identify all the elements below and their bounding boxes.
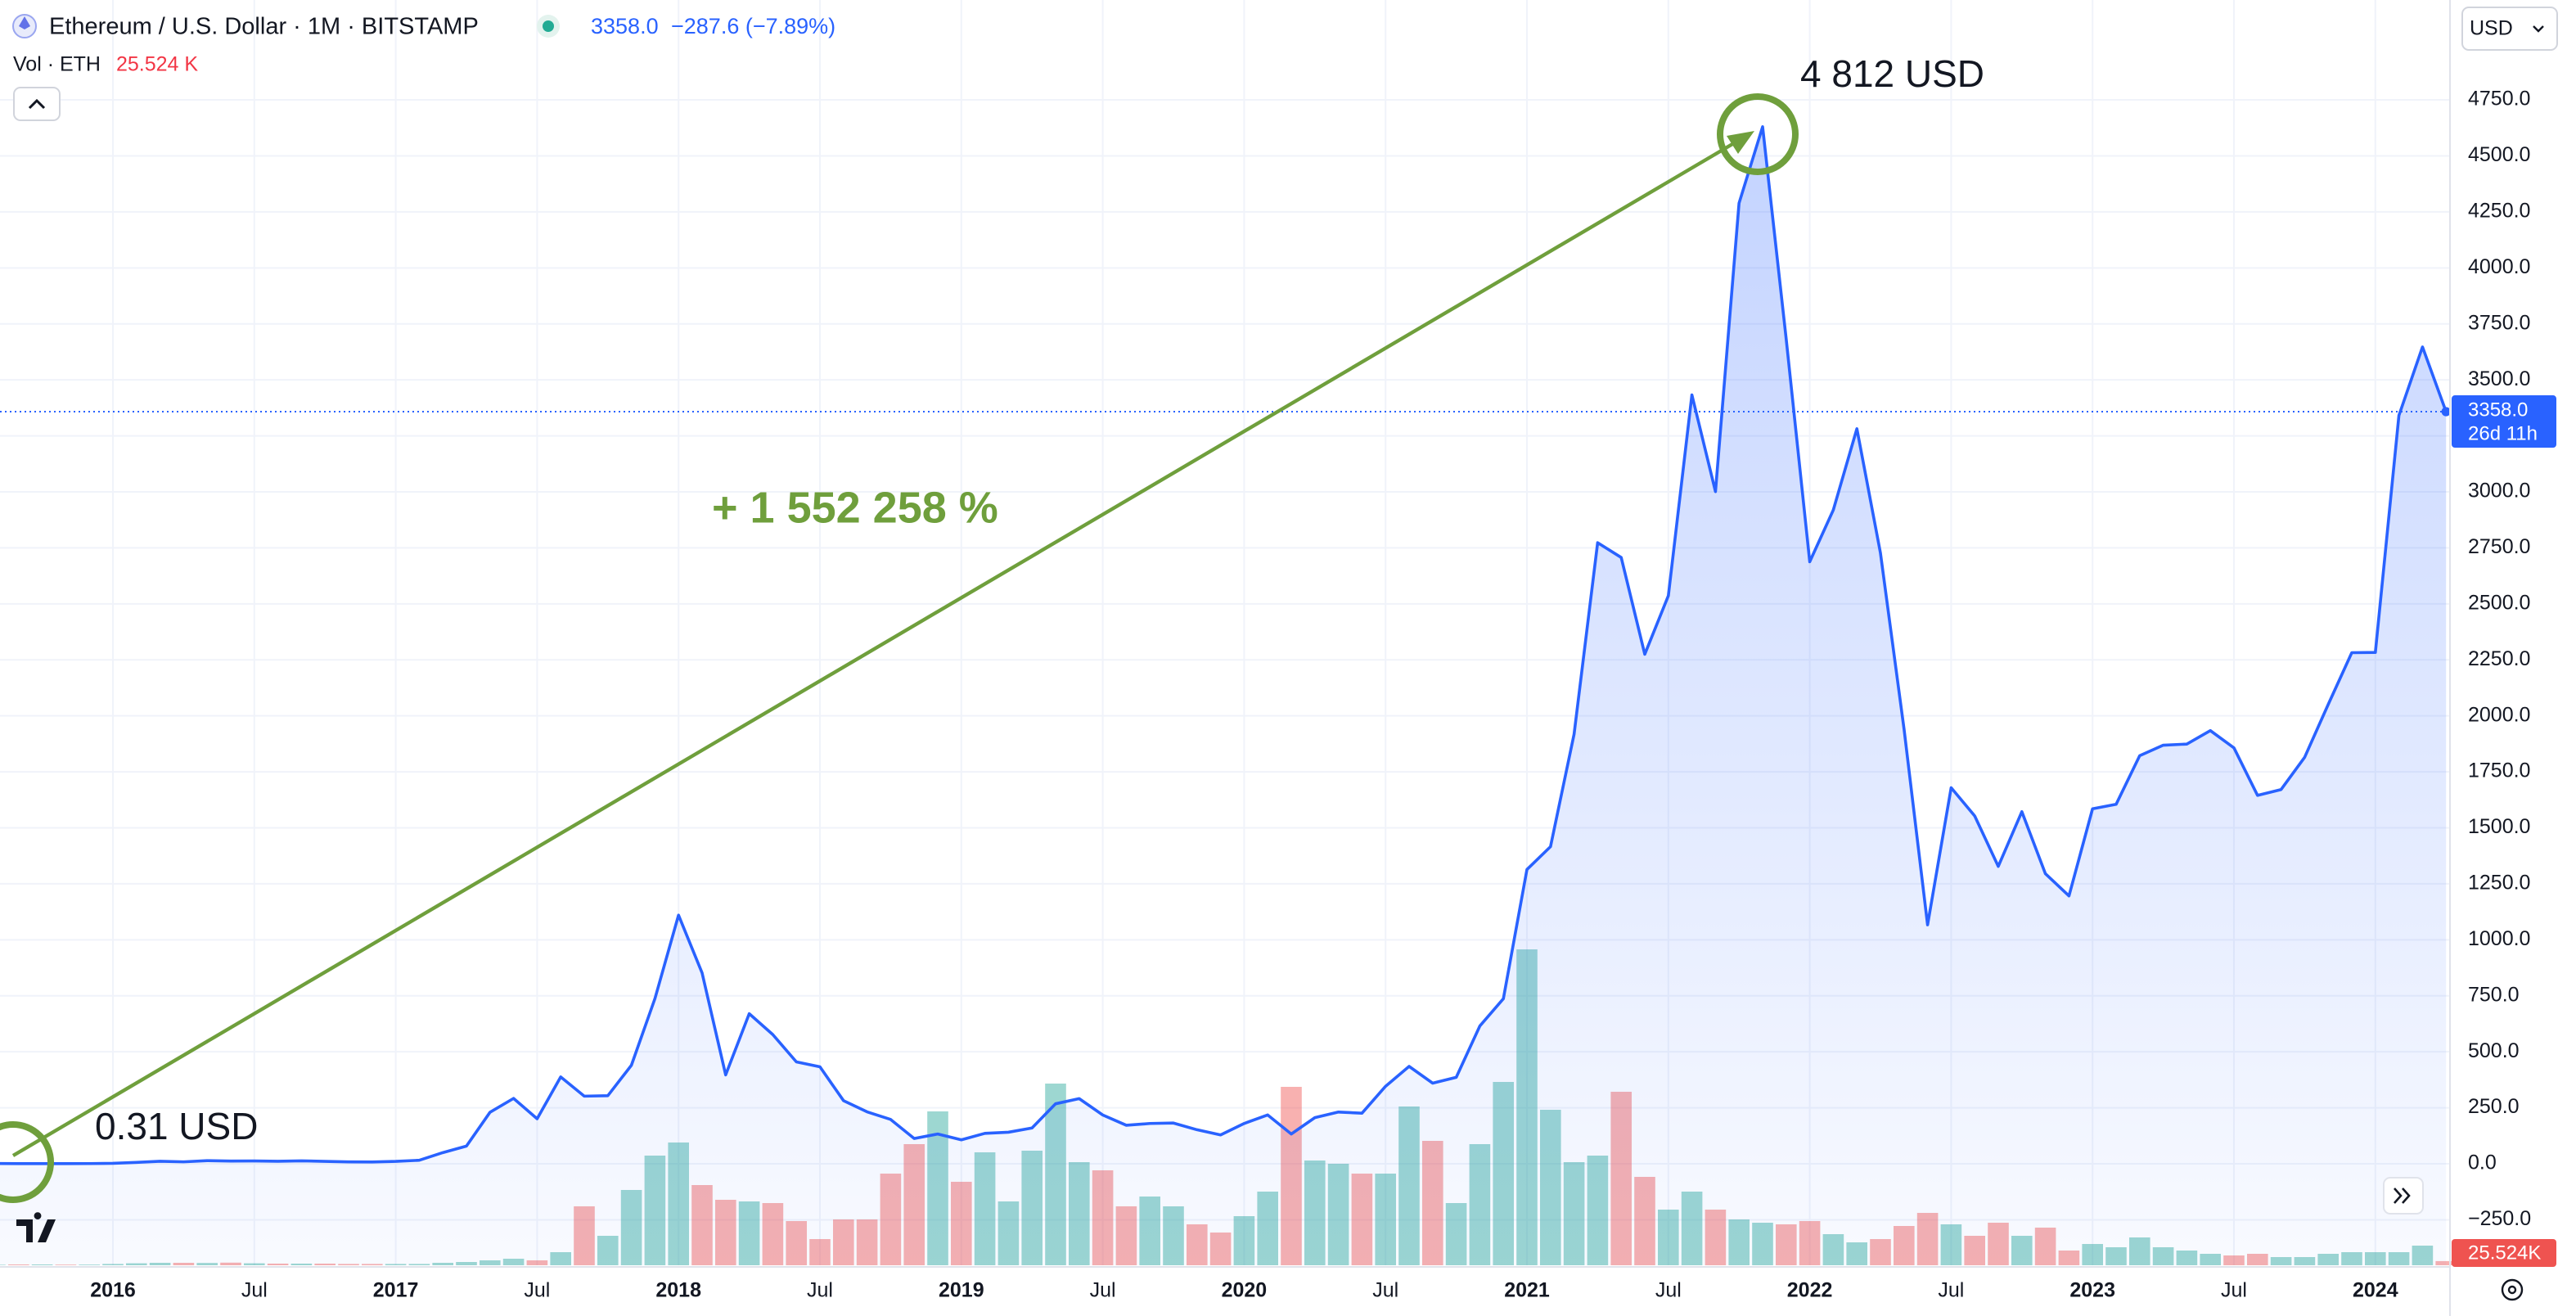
y-tick-label: 250.0 (2468, 1095, 2520, 1118)
y-tick-label: 4250.0 (2468, 200, 2530, 223)
y-tick-label: 1000.0 (2468, 927, 2530, 950)
x-tick-label: 2019 (939, 1279, 984, 1302)
y-tick-label: 2750.0 (2468, 535, 2530, 558)
y-tick-label: 1750.0 (2468, 759, 2530, 782)
area-fill (0, 126, 2447, 1265)
last-price: 3358.0 (591, 14, 659, 38)
x-tick-label: Jul (1655, 1279, 1682, 1302)
settings-icon-center (2507, 1285, 2517, 1295)
currency-box[interactable] (2461, 7, 2558, 51)
annotations: 4 812 USD 0.31 USD + 1 552 258 % (0, 52, 1984, 1203)
price-marker-countdown: 26d 11h (2468, 422, 2538, 444)
settings-icon[interactable] (2501, 1278, 2524, 1301)
last-price-dot (2441, 407, 2451, 417)
symbol-title: Ethereum / U.S. Dollar · 1M · BITSTAMP (49, 14, 479, 40)
high-circle (1717, 93, 1799, 175)
scroll-icon (2394, 1188, 2411, 1204)
low-annotation: 0.31 USD (95, 1105, 258, 1147)
x-tick-label: Jul (241, 1279, 268, 1302)
volume-legend: Vol · ETH (13, 53, 101, 76)
high-annotation: 4 812 USD (1800, 52, 1984, 95)
x-tick-label: 2016 (90, 1279, 136, 1302)
y-tick-label: 1250.0 (2468, 872, 2530, 895)
volume-marker (2452, 1239, 2556, 1267)
legend: Ethereum / U.S. Dollar · 1M · BITSTAMP 3… (12, 14, 835, 121)
x-tick-label: 2021 (1504, 1279, 1550, 1302)
y-tick-label: 3750.0 (2468, 311, 2530, 334)
currency-label: USD (2470, 17, 2513, 40)
x-tick-label: 2024 (2353, 1279, 2398, 1302)
currency-select[interactable]: USD (2461, 7, 2558, 51)
volume-last: 25.524 K (116, 53, 198, 76)
y-tick-label: 500.0 (2468, 1039, 2520, 1062)
price-marker (2452, 395, 2556, 448)
y-tick-label: 1500.0 (2468, 815, 2530, 838)
x-tick-label: 2017 (373, 1279, 419, 1302)
gain-annotation: + 1 552 258 % (712, 483, 998, 532)
x-tick-label: Jul (1938, 1279, 1964, 1302)
x-tick-label: Jul (524, 1279, 550, 1302)
y-tick-label: 4750.0 (2468, 88, 2530, 110)
market-status-dot (543, 20, 554, 32)
y-tick-label: 2500.0 (2468, 591, 2530, 614)
settings[interactable] (2501, 1278, 2524, 1301)
y-tick-label: 4500.0 (2468, 143, 2530, 166)
y-tick-label: 2250.0 (2468, 647, 2530, 670)
x-tick-label: 2022 (1787, 1279, 1833, 1302)
trend-arrow (11, 139, 1740, 1157)
logo-glyph (16, 1212, 56, 1242)
currency-caret (2533, 25, 2544, 33)
price-line (0, 125, 2448, 1165)
scroll-to-realtime[interactable] (2383, 1177, 2424, 1215)
y-tick-label: 4000.0 (2468, 255, 2530, 278)
price-change: −287.6 (−7.89%) (671, 14, 835, 38)
x-tick-label: Jul (1090, 1279, 1116, 1302)
price-pane (0, 125, 2451, 1265)
y-tick-label: 0.0 (2468, 1152, 2497, 1174)
x-tick-label: 2018 (655, 1279, 701, 1302)
collapse-button[interactable] (13, 87, 61, 121)
x-tick-label: 2023 (2069, 1279, 2115, 1302)
low-circle (0, 1121, 54, 1203)
x-tick-label: 2020 (1222, 1279, 1268, 1302)
x-tick-label: Jul (2221, 1279, 2247, 1302)
y-tick-label: −250.0 (2468, 1207, 2531, 1230)
collapse-icon (28, 98, 46, 110)
y-tick-label: 2000.0 (2468, 703, 2530, 726)
price-marker-label: 3358.0 (2468, 399, 2528, 421)
x-tick-label: Jul (807, 1279, 833, 1302)
y-tick-label: 3000.0 (2468, 480, 2530, 503)
y-tick-label: 3500.0 (2468, 367, 2530, 390)
y-tick-label: 750.0 (2468, 983, 2520, 1006)
scroll-button[interactable] (2383, 1177, 2424, 1215)
x-tick-label: Jul (1372, 1279, 1398, 1302)
trend-arrowhead (1727, 131, 1754, 154)
volume-marker-label: 25.524K (2468, 1242, 2541, 1264)
symbol-icon-glyph (19, 16, 30, 29)
tradingview-logo (16, 1212, 56, 1242)
